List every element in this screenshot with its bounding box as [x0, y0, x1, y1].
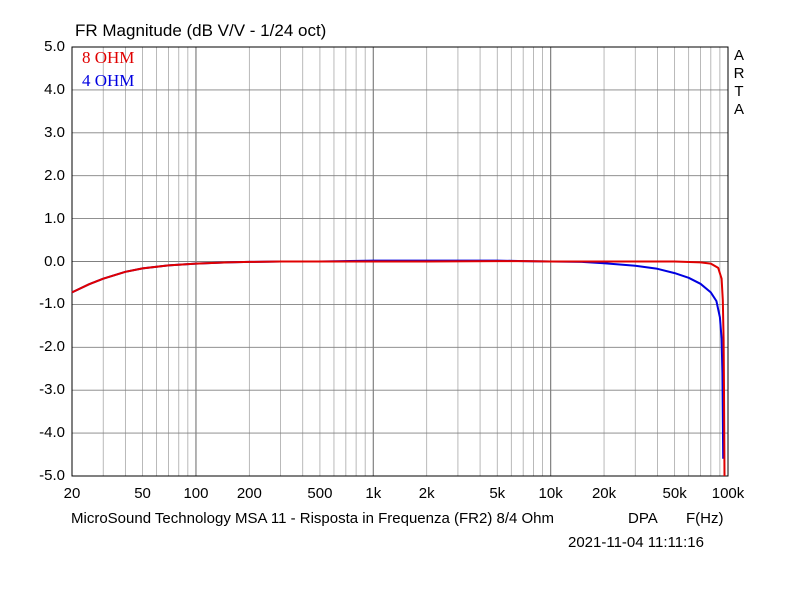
x-tick-label: 100 — [183, 485, 209, 502]
y-tick-label: 2.0 — [44, 166, 65, 184]
series-lines — [71, 259, 726, 477]
watermark-letter: T — [734, 83, 744, 100]
y-tick-label: 1.0 — [44, 209, 65, 227]
watermark-letter: R — [733, 65, 745, 82]
x-tick-label: 20 — [63, 485, 81, 502]
watermark-letter: A — [733, 101, 744, 118]
program-label: DPA — [628, 510, 658, 527]
x-tick-label: 200 — [236, 485, 262, 502]
x-tick-label: 50 — [134, 485, 151, 502]
y-tick-label: -3.0 — [39, 381, 65, 399]
legend-8-ohm: 8 OHM — [82, 48, 135, 67]
y-tick-label: 0.0 — [44, 252, 65, 270]
y-tick-label: -5.0 — [39, 467, 65, 484]
chart-description: MicroSound Technology MSA 11 - Risposta … — [71, 510, 555, 527]
timestamp: 2021-11-04 11:11:16 — [568, 534, 704, 551]
watermark-letter: A — [733, 47, 744, 64]
series-line-4-ohm — [71, 259, 725, 459]
y-tick-label: -4.0 — [39, 424, 65, 442]
x-tick-label: 1k — [365, 485, 382, 502]
plot-frame — [71, 46, 729, 477]
x-tick-label: 50k — [662, 485, 687, 502]
x-tick-label: 500 — [307, 485, 333, 502]
y-tick-label: -2.0 — [39, 338, 65, 356]
x-tick-label: 20k — [591, 485, 617, 502]
y-tick-label: 3.0 — [44, 123, 65, 141]
x-tick-label: 100k — [711, 485, 745, 502]
x-tick-label: 2k — [418, 485, 435, 502]
chart-title: FR Magnitude (dB V/V - 1/24 oct) — [75, 21, 327, 40]
x-axis-label: F(Hz) — [686, 510, 724, 527]
legend-4-ohm: 4 OHM — [82, 71, 135, 90]
series-line-8-ohm — [71, 260, 726, 477]
x-tick-label: 5k — [489, 485, 506, 502]
y-tick-label: 4.0 — [44, 80, 65, 98]
x-tick-label: 10k — [538, 485, 563, 502]
y-tick-label: 5.0 — [44, 38, 65, 55]
y-tick-label: -1.0 — [39, 295, 65, 313]
